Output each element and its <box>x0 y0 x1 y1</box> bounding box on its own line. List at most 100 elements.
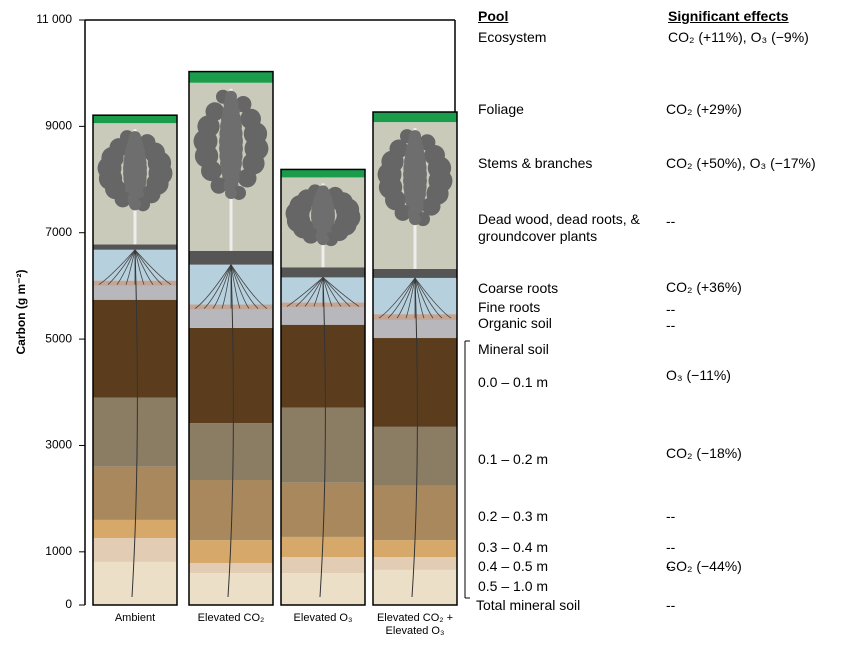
crown <box>317 233 329 246</box>
tree-illustration <box>377 128 453 598</box>
crown <box>201 160 222 182</box>
tree-illustration <box>97 129 173 598</box>
y-tick-label: 0 <box>65 597 72 611</box>
bar-segment <box>93 244 177 250</box>
bar-segment <box>281 267 365 278</box>
root <box>230 264 250 309</box>
root <box>414 277 452 319</box>
tree-illustration <box>285 183 361 598</box>
root <box>230 264 268 309</box>
crown <box>210 177 227 194</box>
effect-label: -- <box>666 558 676 574</box>
bar-segment <box>373 569 457 605</box>
effect-label: O₃ (−11%) <box>666 367 731 383</box>
bar-segment <box>93 537 177 562</box>
x-tick-label: Elevated O₃ <box>293 612 353 624</box>
root <box>414 277 434 319</box>
root <box>134 249 154 285</box>
bar-segment <box>281 324 365 408</box>
bar-segment <box>373 338 457 427</box>
pool-label: Mineral soil <box>478 341 549 357</box>
bar-segment <box>93 299 177 398</box>
root <box>203 264 232 309</box>
taproot <box>227 264 234 598</box>
pool-label: 0.2 – 0.3 m <box>478 508 549 524</box>
bar-segment <box>189 573 273 605</box>
effect-label: CO₂ (+50%), O₃ (−17%) <box>666 155 816 171</box>
y-tick-label: 3000 <box>45 438 72 452</box>
bar-segment <box>373 426 457 486</box>
bar-segment <box>281 407 365 483</box>
root <box>230 264 259 309</box>
pool-label: 0.0 – 0.1 m <box>478 374 549 390</box>
taproot <box>319 277 326 598</box>
effect-label: CO₂ (+11%), O₃ (−9%) <box>668 29 809 45</box>
root <box>322 277 360 307</box>
y-tick-label: 5000 <box>45 331 72 345</box>
root <box>414 277 443 319</box>
root <box>405 277 416 319</box>
effects-header: Significant effects <box>668 8 789 24</box>
effect-label: CO₂ (−44%) <box>666 558 742 574</box>
root <box>134 249 172 285</box>
effect-label: -- <box>666 317 676 333</box>
bar-segment <box>281 169 365 178</box>
bar-segment <box>93 561 177 605</box>
bar-segment <box>93 466 177 520</box>
bar-segment <box>189 71 273 83</box>
effect-label: CO₂ (−18%) <box>666 445 742 461</box>
y-tick-label: 9000 <box>45 119 72 133</box>
root <box>125 249 136 285</box>
bar-segment <box>373 557 457 570</box>
root <box>414 277 425 319</box>
bar-outline <box>372 111 458 606</box>
crown <box>114 190 131 208</box>
bar-segment <box>281 307 365 325</box>
root <box>387 277 416 319</box>
bar-segment <box>373 112 457 123</box>
pool-label: Foliage <box>478 101 524 117</box>
bar-segment <box>189 562 273 574</box>
pool-label: Organic soil <box>478 315 552 331</box>
pool-label: 0.4 – 0.5 m <box>478 558 549 574</box>
root <box>322 277 351 307</box>
taproot <box>131 249 138 598</box>
bar-outline <box>92 114 178 606</box>
bar-segment <box>281 573 365 605</box>
crown <box>409 213 421 226</box>
y-tick-label: 11 000 <box>36 12 72 26</box>
effect-label: -- <box>666 539 676 555</box>
bar-segment <box>189 309 273 328</box>
root <box>134 249 145 285</box>
bar-segment <box>189 327 273 424</box>
pool-label: Coarse roots <box>478 280 559 296</box>
root <box>295 277 324 307</box>
root <box>230 264 241 309</box>
root <box>304 277 324 307</box>
crown <box>225 186 237 199</box>
root <box>396 277 416 319</box>
effect-label: CO₂ (+29%) <box>666 101 742 117</box>
crown <box>237 168 257 188</box>
bar-outline <box>280 168 366 606</box>
pool-label: Dead wood, dead roots, & groundcover pla… <box>478 211 640 244</box>
bar-segment <box>93 285 177 300</box>
pool-label: Stems & branches <box>478 155 593 171</box>
effect-label: -- <box>666 213 676 229</box>
x-tick-label: Elevated CO₂ + Elevated O₃ <box>376 612 454 637</box>
bar-segment <box>373 268 457 278</box>
root <box>116 249 136 285</box>
effect-label: -- <box>666 301 676 317</box>
tree-illustration <box>193 88 269 598</box>
crown <box>421 197 441 216</box>
bar-segment <box>189 540 273 563</box>
bar-segment <box>93 115 177 124</box>
root <box>98 249 136 285</box>
crown <box>394 204 411 221</box>
pool-label: 0.5 – 1.0 m <box>478 578 549 594</box>
root <box>221 264 232 309</box>
bar-segment <box>189 250 273 265</box>
pool-label: Ecosystem <box>478 29 547 45</box>
